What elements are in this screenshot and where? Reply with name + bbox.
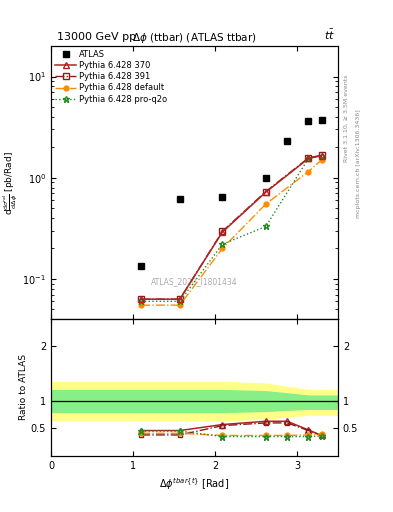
- Pythia 6.428 pro-q2o: [139, 298, 143, 305]
- Title: $\Delta\phi$ (ttbar) (ATLAS ttbar): $\Delta\phi$ (ttbar) (ATLAS ttbar): [132, 31, 257, 45]
- Pythia 6.428 391: [177, 296, 182, 302]
- ATLAS: [306, 118, 311, 124]
- Line: Pythia 6.428 391: Pythia 6.428 391: [138, 153, 324, 302]
- Pythia 6.428 370: [177, 296, 182, 302]
- Text: Rivet 3.1.10, ≥ 3.5M events: Rivet 3.1.10, ≥ 3.5M events: [344, 74, 349, 161]
- ATLAS: [319, 117, 324, 123]
- Pythia 6.428 pro-q2o: [319, 153, 324, 159]
- Pythia 6.428 370: [306, 155, 311, 161]
- ATLAS: [177, 196, 182, 202]
- Y-axis label: $\mathrm{d}\frac{\mathrm{d}\sigma^\mathrm{nd}}{\mathrm{d}\Delta\phi}$ [pb/Rad]: $\mathrm{d}\frac{\mathrm{d}\sigma^\mathr…: [2, 151, 20, 215]
- Pythia 6.428 391: [306, 155, 311, 161]
- Pythia 6.428 default: [139, 302, 143, 308]
- Pythia 6.428 default: [306, 168, 311, 175]
- Line: Pythia 6.428 default: Pythia 6.428 default: [139, 158, 324, 308]
- Pythia 6.428 default: [319, 157, 324, 163]
- Pythia 6.428 391: [139, 296, 143, 302]
- ATLAS: [139, 263, 143, 269]
- Pythia 6.428 391: [220, 228, 225, 234]
- Pythia 6.428 pro-q2o: [306, 155, 311, 161]
- Text: $t\bar{t}$: $t\bar{t}$: [324, 28, 335, 42]
- Text: 13000 GeV pp: 13000 GeV pp: [57, 32, 136, 42]
- Pythia 6.428 default: [220, 245, 225, 251]
- Pythia 6.428 pro-q2o: [263, 223, 268, 229]
- Pythia 6.428 391: [319, 152, 324, 158]
- Pythia 6.428 default: [263, 201, 268, 207]
- Y-axis label: Ratio to ATLAS: Ratio to ATLAS: [19, 354, 28, 420]
- Pythia 6.428 391: [263, 188, 268, 195]
- Text: mcplots.cern.ch [arXiv:1306.3436]: mcplots.cern.ch [arXiv:1306.3436]: [356, 110, 361, 218]
- Pythia 6.428 default: [177, 302, 182, 308]
- Pythia 6.428 370: [220, 229, 225, 235]
- ATLAS: [220, 194, 225, 200]
- Line: ATLAS: ATLAS: [138, 117, 325, 269]
- Line: Pythia 6.428 pro-q2o: Pythia 6.428 pro-q2o: [138, 152, 325, 305]
- Pythia 6.428 370: [263, 189, 268, 195]
- ATLAS: [263, 175, 268, 181]
- Pythia 6.428 370: [319, 153, 324, 159]
- X-axis label: $\Delta\phi^{tbar\{t\}}$ [Rad]: $\Delta\phi^{tbar\{t\}}$ [Rad]: [160, 476, 230, 492]
- Line: Pythia 6.428 370: Pythia 6.428 370: [138, 153, 325, 302]
- ATLAS: [285, 138, 290, 144]
- Pythia 6.428 pro-q2o: [220, 241, 225, 247]
- Pythia 6.428 pro-q2o: [177, 298, 182, 305]
- Text: ATLAS_2020_I1801434: ATLAS_2020_I1801434: [151, 278, 238, 286]
- Pythia 6.428 370: [139, 296, 143, 302]
- Legend: ATLAS, Pythia 6.428 370, Pythia 6.428 391, Pythia 6.428 default, Pythia 6.428 pr: ATLAS, Pythia 6.428 370, Pythia 6.428 39…: [53, 49, 169, 105]
